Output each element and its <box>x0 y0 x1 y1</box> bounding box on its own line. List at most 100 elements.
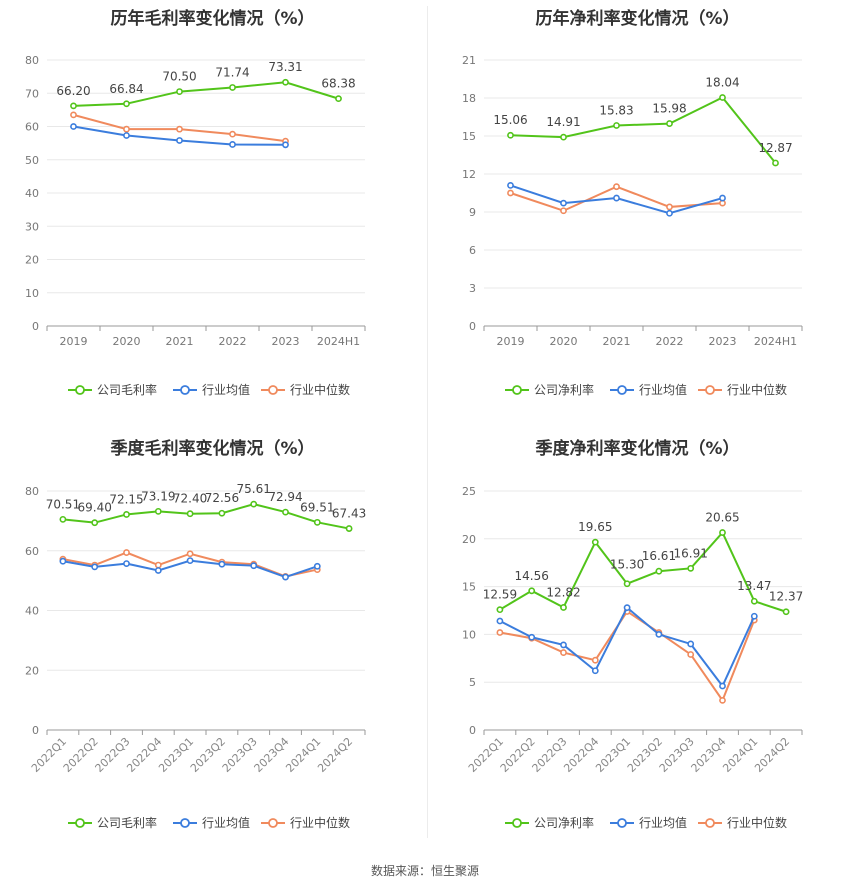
avg-series-line <box>499 606 756 688</box>
legend-median-label: 行业中位数 <box>727 815 787 830</box>
y-tick-label: 20 <box>25 664 39 677</box>
company-point <box>528 587 536 595</box>
legend-median-label: 行业中位数 <box>290 815 350 830</box>
y-tick-label: 0 <box>469 724 476 737</box>
avg-point <box>496 617 504 625</box>
annual-net-panel: 历年净利率变化情况（%） 0 3 6 9 12 15 18 21 2019 2020 2021 202… <box>425 0 850 430</box>
company-point <box>591 538 599 546</box>
company-point <box>229 84 236 91</box>
annual-gross-chart: 0 10 20 30 40 50 60 70 80 2019 2020 2021 2022 2023 202… <box>25 54 366 397</box>
avg-point <box>154 567 162 574</box>
legend-avg-label: 行业均值 <box>639 382 687 397</box>
company-point <box>560 133 567 141</box>
y-tick-label: 25 <box>462 485 476 498</box>
quarterly-net-chart: 05101520252022Q12022Q22022Q32022Q42023Q1… <box>462 485 803 830</box>
legend-company-label: 公司净利率 <box>534 382 594 397</box>
y-tick-label: 70 <box>25 87 39 100</box>
x-tick-label: 2019 <box>497 335 525 348</box>
data-label: 15.30 <box>610 558 644 572</box>
legend-median-label: 行业中位数 <box>727 382 787 397</box>
y-tick-label: 0 <box>32 320 39 333</box>
quarterly-gross-panel: 季度毛利率变化情况（%） 0 20 40 60 80 2022Q1 2022Q2 2022Q3… <box>0 430 425 860</box>
company-point <box>345 525 353 532</box>
y-tick-label: 0 <box>469 320 476 333</box>
chart-title: 季度净利率变化情况（%） <box>535 439 740 459</box>
avg-point <box>123 560 130 567</box>
median-series-line <box>499 610 756 703</box>
y-tick-label: 10 <box>25 287 39 300</box>
y-tick-label: 6 <box>469 244 476 257</box>
avg-point <box>655 630 663 638</box>
avg-point <box>282 141 289 149</box>
legend-avg-marker <box>180 385 190 395</box>
data-source: 数据来源：恒生聚源 <box>370 864 479 878</box>
company-point <box>496 606 504 614</box>
annual-gross-panel: 历年毛利率变化情况（%） 0 10 20 30 40 50 60 70 80 2019 2020 20… <box>0 0 425 430</box>
data-label: 12.82 <box>546 585 580 599</box>
avg-point <box>719 682 726 690</box>
data-label: 72.40 <box>173 492 207 506</box>
x-tick-label: 2022 <box>219 335 247 348</box>
y-tick-label: 10 <box>462 628 476 641</box>
company-point <box>123 100 130 108</box>
median-point <box>719 696 726 704</box>
data-label: 70.51 <box>46 497 80 511</box>
y-tick-label: 30 <box>25 220 39 233</box>
company-point <box>282 508 289 516</box>
data-label: 67.43 <box>332 507 366 521</box>
x-tick-label: 2022 <box>656 335 684 348</box>
legend-company-marker <box>75 385 85 395</box>
avg-point <box>123 132 130 139</box>
chart-title: 历年毛利率变化情况（%） <box>110 9 315 29</box>
avg-point <box>70 123 77 130</box>
data-label: 66.20 <box>56 84 90 98</box>
x-tick-label: 2024H1 <box>754 335 797 348</box>
avg-point <box>507 181 514 189</box>
company-point <box>250 500 258 508</box>
company-series-line <box>499 530 787 613</box>
data-label: 71.74 <box>215 65 249 79</box>
data-label: 12.59 <box>483 588 517 602</box>
company-point <box>719 94 726 101</box>
company-point <box>623 580 631 588</box>
legend-median-marker <box>705 818 715 828</box>
company-point <box>560 604 567 611</box>
data-label: 15.83 <box>599 103 633 117</box>
company-point <box>772 159 779 167</box>
legend-company-marker <box>75 818 85 828</box>
company-series-line <box>62 503 350 530</box>
y-tick-label: 0 <box>32 724 39 737</box>
median-point <box>123 125 130 133</box>
y-tick-label: 15 <box>462 130 476 143</box>
y-tick-label: 5 <box>469 676 476 689</box>
company-point <box>719 529 726 536</box>
legend-company-label: 公司毛利率 <box>97 382 157 397</box>
data-label: 12.87 <box>758 141 792 155</box>
x-tick-label: 2023 <box>272 335 300 348</box>
x-tick-label: 2024Q2 <box>752 735 792 775</box>
x-tick-label: 2020 <box>113 335 141 348</box>
y-tick-label: 50 <box>25 154 39 167</box>
company-point <box>750 597 758 605</box>
median-point <box>613 183 620 191</box>
legend-company-marker <box>512 818 522 828</box>
legend-avg-marker <box>180 818 190 828</box>
avg-point <box>591 667 599 675</box>
y-tick-label: 60 <box>25 121 39 134</box>
panel-divider <box>427 6 428 838</box>
median-point <box>591 656 599 664</box>
avg-point <box>528 633 536 641</box>
company-point <box>176 88 183 95</box>
avg-point <box>750 612 758 620</box>
data-label: 14.91 <box>546 115 580 129</box>
data-label: 16.91 <box>674 546 708 560</box>
company-point <box>70 102 77 110</box>
x-tick-label: 2023 <box>709 335 737 348</box>
data-label: 19.65 <box>578 520 612 534</box>
company-point <box>613 122 620 129</box>
data-label: 20.65 <box>705 511 739 525</box>
legend-median-marker <box>705 385 715 395</box>
company-point <box>507 131 514 139</box>
y-tick-label: 20 <box>462 533 476 546</box>
avg-point <box>719 194 726 202</box>
